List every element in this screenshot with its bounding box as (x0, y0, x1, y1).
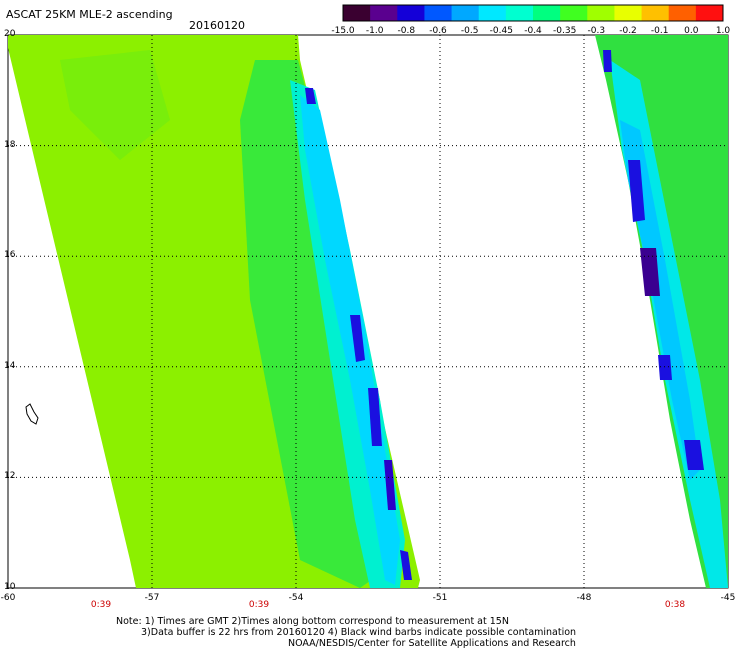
colorbar-label: -0.2 (619, 26, 637, 36)
colorbar-border (342, 4, 724, 22)
colorbar-swatch (533, 5, 561, 21)
time-label-west: 0:39 (90, 600, 112, 610)
note-line-3: NOAA/NESDIS/Center for Satellite Applica… (288, 638, 576, 649)
colorbar-swatch (397, 5, 425, 21)
colorbar-swatch (505, 5, 534, 21)
colorbar-label: 0.0 (684, 26, 699, 36)
swath-east (595, 35, 728, 588)
colorbar-swatch (343, 5, 371, 21)
longitude-tick-label: -60 (0, 593, 16, 603)
colorbar-swatch (451, 5, 480, 21)
swath-west (8, 35, 420, 588)
island-outline (25, 403, 39, 425)
time-label-mid: 0:39 (248, 600, 270, 610)
colorbar-swatch (695, 5, 724, 21)
longitude-tick-label: -48 (576, 593, 592, 603)
colorbar-label: -0.45 (489, 26, 513, 36)
note-line-1: Note: 1) Times are GMT 2)Times along bot… (116, 616, 509, 627)
colorbar-label: -0.4 (524, 26, 542, 36)
colorbar-label: -0.3 (587, 26, 606, 36)
colorbar-label: 1.0 (715, 26, 731, 36)
colorbar-swatch (424, 5, 453, 21)
latitude-tick-label: 12 (4, 471, 16, 482)
latitude-tick-label: 14 (4, 360, 16, 371)
colorbar-swatch (614, 5, 643, 21)
latitude-tick-label: 20 (4, 29, 16, 39)
longitude-tick-label: -51 (432, 593, 448, 603)
colorbar-swatch (370, 5, 398, 21)
colorbar-label: -0.1 (650, 26, 669, 36)
time-label-east: 0:38 (664, 600, 686, 610)
colorbar-label: -1.0 (365, 26, 384, 36)
map-date: 20160120 (189, 19, 245, 32)
colorbar-swatch (560, 5, 588, 21)
map-grid (8, 35, 728, 588)
longitude-tick-label: -57 (144, 593, 160, 603)
longitude-tick-label: -54 (288, 593, 304, 603)
colorbar-swatch (587, 5, 615, 21)
note-line-2: 3)Data buffer is 22 hrs from 20160120 4)… (141, 627, 577, 638)
latitude-tick-label: 10 (4, 582, 16, 592)
colorbar-swatch (478, 5, 507, 21)
colorbar-swatch (641, 5, 670, 21)
colorbar (342, 4, 724, 22)
latitude-tick-label: 16 (4, 250, 16, 261)
map-title: ASCAT 25KM MLE-2 ascending (6, 8, 173, 21)
colorbar-label: -0.35 (553, 26, 577, 36)
colorbar-swatch (668, 5, 697, 21)
longitude-tick-label: -45 (720, 593, 736, 603)
latitude-tick-label: 18 (4, 139, 16, 150)
colorbar-label: -0.8 (397, 26, 416, 36)
colorbar-label: -15.0 (331, 26, 355, 36)
colorbar-label: -0.6 (429, 26, 447, 36)
colorbar-label: -0.5 (460, 26, 479, 36)
